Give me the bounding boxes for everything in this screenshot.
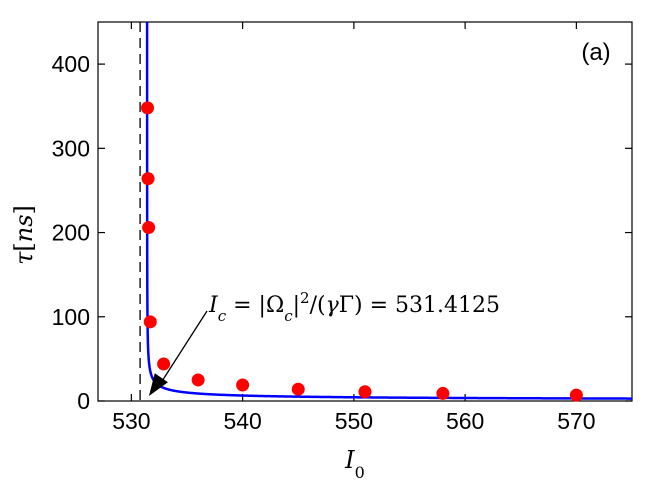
svg-text:I0: I0 (344, 446, 365, 482)
x-axis-label: I0 (344, 446, 365, 482)
annotation-text: Ic = |Ωc|2/(γΓ) = 531.4125 (208, 289, 500, 325)
fit-curve (145, 22, 633, 400)
data-point (191, 373, 205, 387)
data-point (358, 385, 372, 399)
data-point (436, 386, 450, 400)
data-points (141, 101, 583, 402)
annotation-arrow-line (158, 310, 208, 387)
y-tick-label: 0 (77, 388, 90, 414)
data-point (157, 357, 171, 371)
data-point (143, 315, 157, 329)
annotation-arrowhead (148, 373, 168, 396)
x-tick-label: 540 (223, 408, 261, 434)
y-axis-label: τ[ns] (10, 205, 38, 265)
data-point (141, 101, 155, 115)
x-tick-label: 550 (335, 408, 373, 434)
plot-area: 530 540 550 560 570 0 100 200 300 400 Ic = |Ωc|2/… (52, 21, 633, 434)
data-point (291, 382, 305, 396)
annotation: Ic = |Ωc|2/(γΓ) = 531.4125 (148, 289, 500, 396)
y-tick-label: 200 (52, 220, 90, 246)
svg-text:τ[ns]: τ[ns] (10, 205, 38, 265)
data-point (569, 388, 583, 402)
y-tick-label: 100 (52, 304, 90, 330)
x-tick-label: 560 (446, 408, 484, 434)
x-tick-label: 570 (557, 408, 595, 434)
ticks: 530 540 550 560 570 0 100 200 300 400 (52, 22, 632, 434)
axes-frame (97, 21, 633, 402)
panel-label: (a) (581, 39, 610, 66)
data-point (142, 221, 156, 235)
y-tick-label: 400 (52, 51, 90, 77)
y-tick-label: 300 (52, 135, 90, 161)
data-point (236, 378, 250, 392)
x-tick-label: 530 (112, 408, 150, 434)
data-point (141, 172, 155, 186)
